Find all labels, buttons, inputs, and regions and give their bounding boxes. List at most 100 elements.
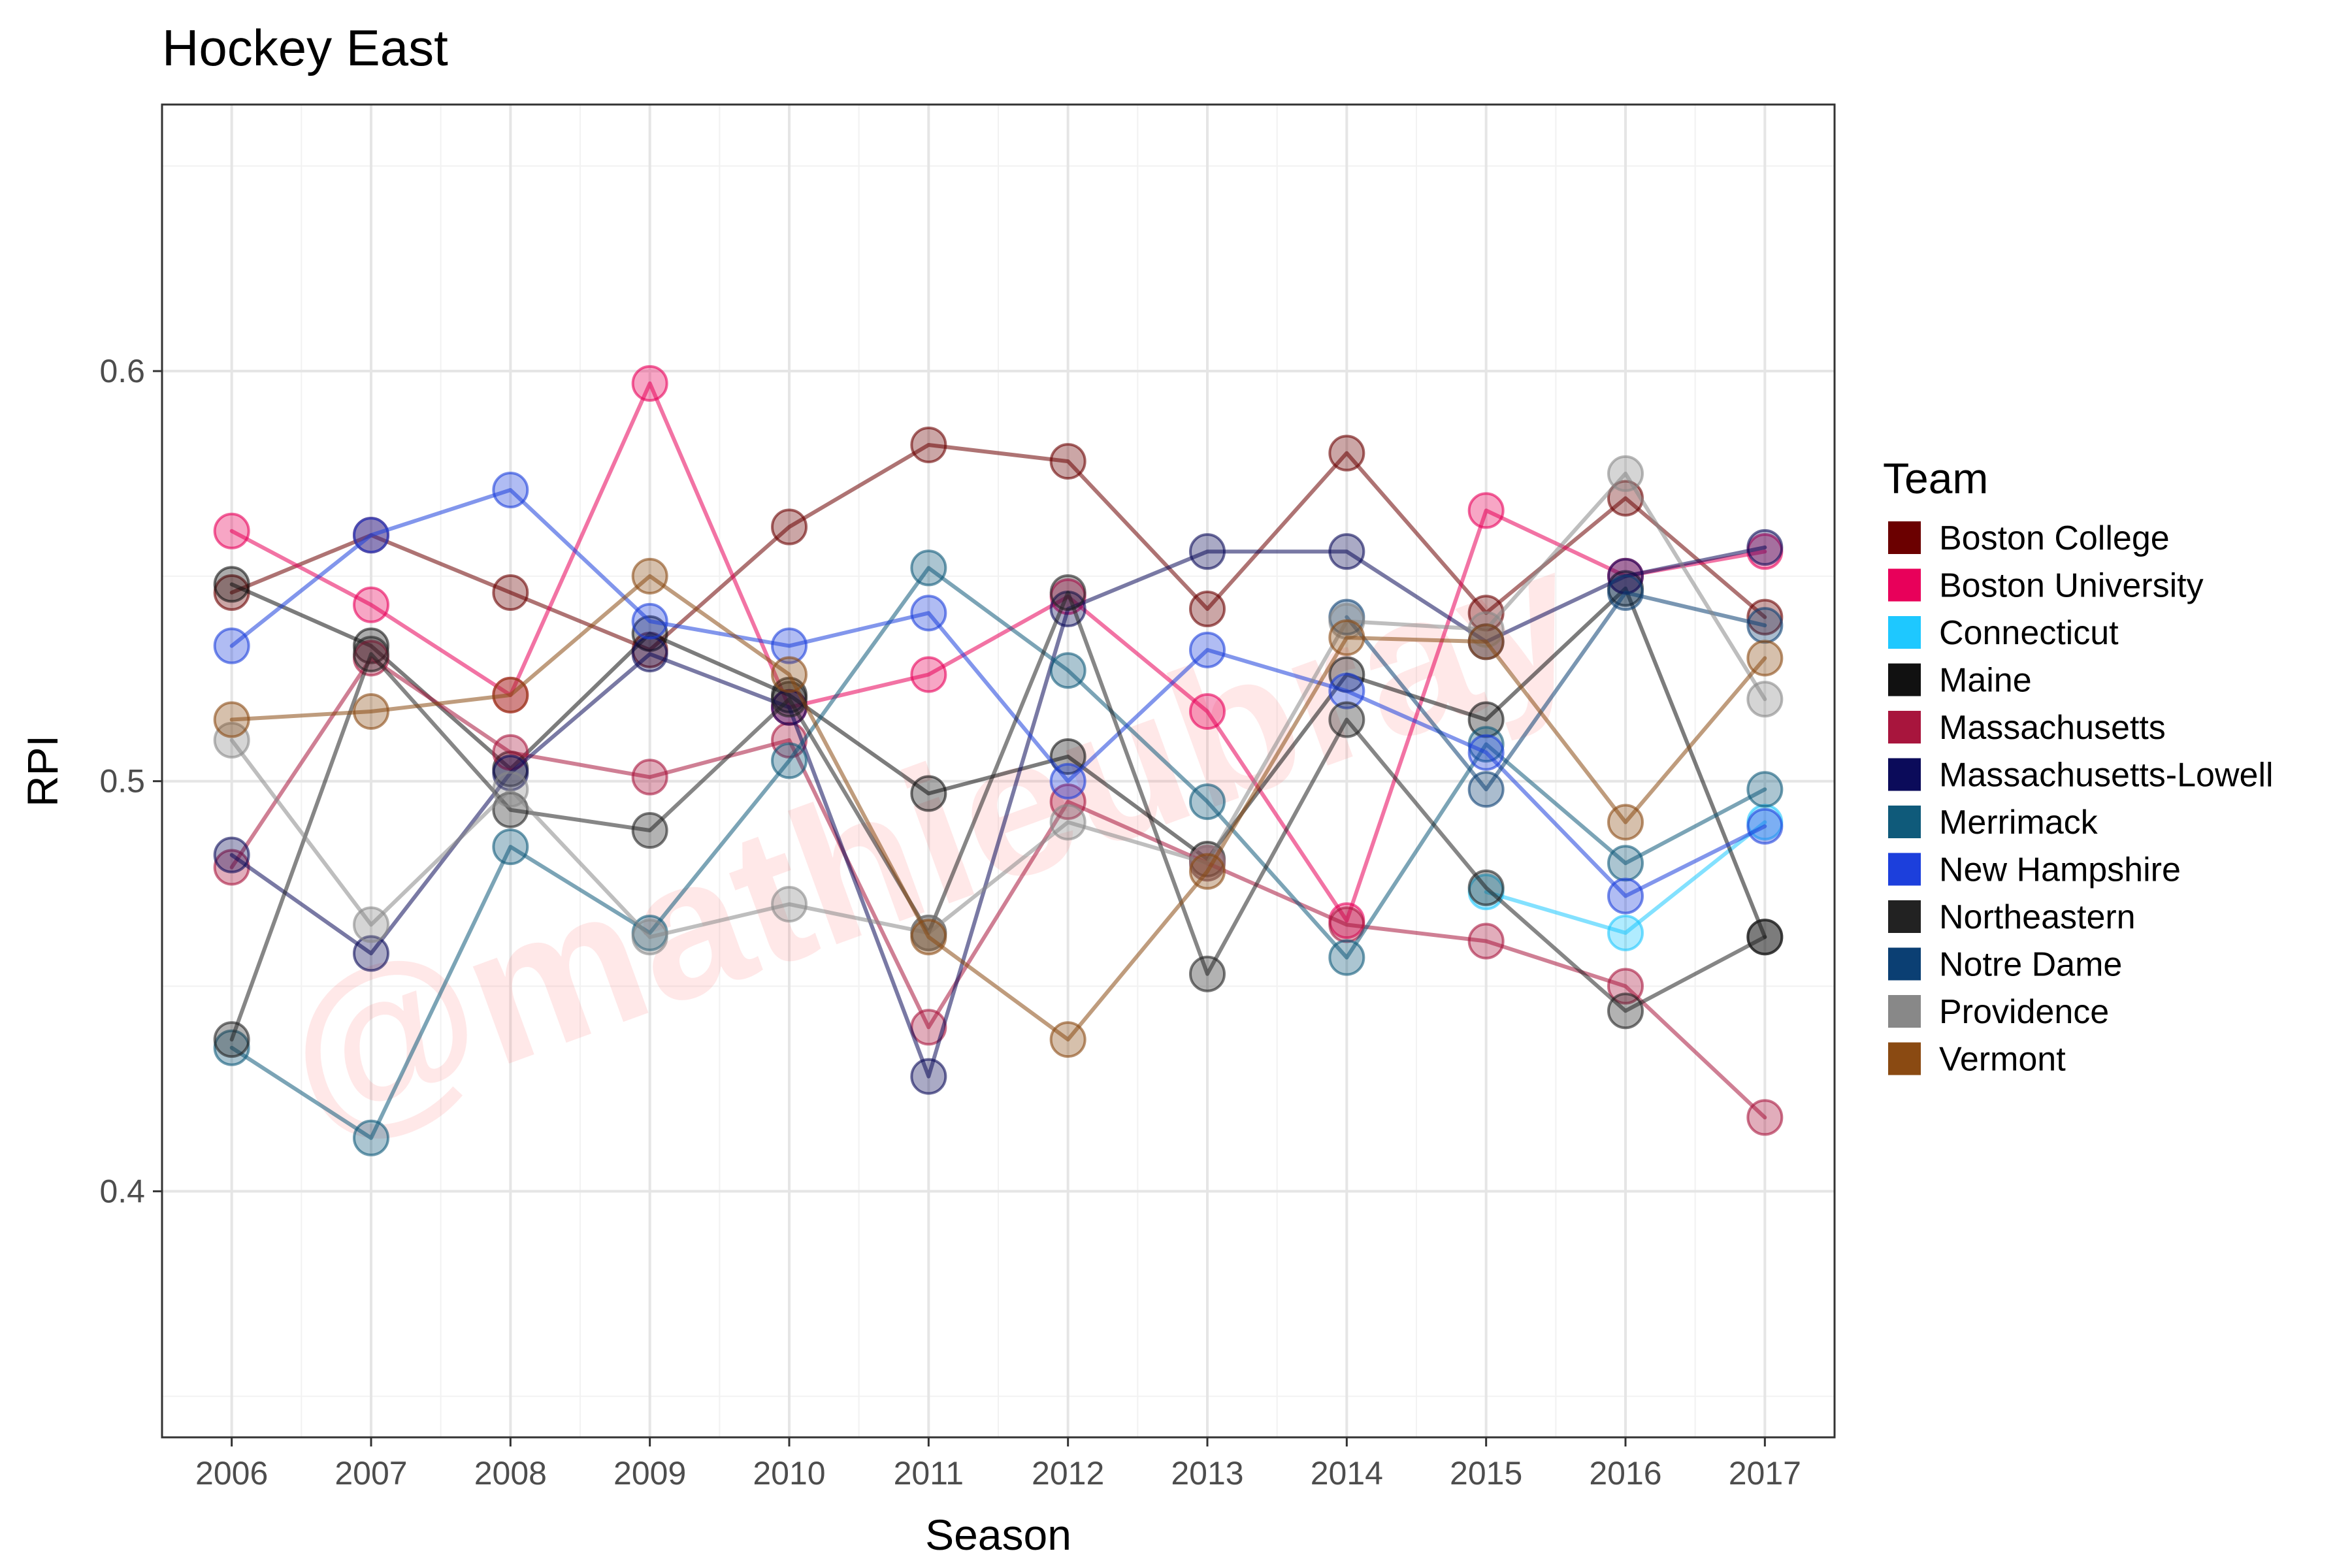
data-point-new-hampshire — [1049, 762, 1086, 800]
legend-item: Vermont — [1888, 1041, 2066, 1079]
data-point-vermont — [910, 919, 947, 956]
chart-title: Hockey East — [162, 19, 448, 76]
legend-item: Northeastern — [1888, 898, 2136, 936]
legend-label: Providence — [1939, 993, 2109, 1031]
data-point-new-hampshire — [213, 627, 250, 664]
legend-swatch — [1888, 947, 1921, 981]
data-point-massachusetts — [492, 734, 529, 771]
data-point-northeastern — [1607, 992, 1644, 1030]
x-tick-label: 2006 — [195, 1455, 268, 1492]
data-point-boston-university — [353, 586, 389, 623]
x-tick-label: 2007 — [335, 1455, 407, 1492]
legend-swatch — [1888, 616, 1921, 649]
data-point-massachusetts — [1049, 783, 1086, 821]
legend-label: Boston University — [1939, 567, 2204, 605]
data-point-new-hampshire — [1607, 877, 1644, 915]
series-merrimack — [213, 549, 1784, 1156]
data-point-new-hampshire — [631, 602, 668, 640]
series-vermont — [213, 557, 1784, 1058]
data-point-notre-dame — [1467, 771, 1505, 808]
legend-label: Notre Dame — [1939, 946, 2122, 984]
x-tick-label: 2017 — [1729, 1455, 1801, 1492]
data-point-merrimack — [771, 742, 808, 779]
y-axis: 0.4 0.5 0.6 — [99, 353, 162, 1209]
series-line-connecticut — [1484, 820, 1767, 935]
x-tick-label: 2016 — [1589, 1455, 1661, 1492]
data-point-northeastern — [213, 1021, 250, 1058]
legend-item: Merrimack — [1888, 804, 2099, 841]
data-point-vermont — [353, 693, 389, 730]
series-line-massachusetts — [229, 656, 1767, 1120]
legend-label: New Hampshire — [1939, 851, 2181, 889]
x-axis: 2006 2007 2008 2009 2010 2011 2012 2013 2014 2015… — [195, 1437, 1801, 1492]
data-point-merrimack — [213, 1029, 250, 1066]
legend-swatch — [1888, 1042, 1921, 1075]
data-point-providence — [1049, 804, 1086, 841]
legend-swatch — [1888, 758, 1921, 791]
data-point-merrimack — [910, 549, 947, 587]
data-point-new-hampshire — [492, 472, 529, 509]
x-tick-label: 2009 — [613, 1455, 686, 1492]
legend-swatch — [1888, 853, 1921, 886]
data-point-new-hampshire — [910, 595, 947, 632]
plot-border — [161, 103, 1836, 1439]
data-point-vermont — [1607, 804, 1644, 841]
data-point-boston-college — [1746, 598, 1784, 636]
legend-item: Massachusetts-Lowell — [1888, 757, 2274, 794]
data-point-maine — [353, 627, 389, 664]
x-axis-title: Season — [925, 1511, 1071, 1559]
data-point-boston-university — [1189, 693, 1226, 730]
legend-item: Massachusetts — [1888, 709, 2166, 747]
series-line-notre-dame — [1345, 591, 1767, 792]
legend-swatch — [1888, 995, 1921, 1028]
data-point-merrimack — [1189, 783, 1226, 821]
data-point-vermont — [1049, 1021, 1086, 1058]
data-point-new-hampshire — [1189, 631, 1226, 668]
legend-label: Merrimack — [1939, 804, 2099, 841]
legend-item: Maine — [1888, 662, 2032, 700]
legend-swatch — [1888, 521, 1921, 554]
data-point-northeastern — [631, 812, 668, 849]
data-point-connecticut — [1607, 914, 1644, 951]
legend-swatch — [1888, 806, 1921, 838]
data-point-northeastern — [1049, 574, 1086, 611]
data-point-boston-university — [1467, 492, 1505, 529]
series-boston-college — [213, 426, 1784, 668]
series-providence — [213, 455, 1784, 956]
series-line-maine — [229, 582, 1767, 939]
data-point-massachusetts — [1746, 1099, 1784, 1136]
legend-label: Northeastern — [1939, 898, 2136, 936]
data-point-massachusetts-lowell — [1746, 529, 1784, 566]
data-point-providence — [631, 919, 668, 956]
data-point-boston-college — [910, 426, 947, 463]
data-point-vermont — [1328, 619, 1365, 656]
series-layer — [213, 365, 1784, 1156]
legend-label: Massachusetts-Lowell — [1939, 757, 2274, 794]
data-point-maine — [631, 615, 668, 652]
y-tick-label: 0.6 — [99, 353, 145, 389]
series-line-boston-university — [229, 381, 1767, 923]
legend-item: Boston University — [1888, 567, 2204, 605]
data-point-northeastern — [1328, 701, 1365, 738]
series-notre-dame — [1328, 574, 1784, 808]
data-point-new-hampshire — [771, 627, 808, 664]
data-point-providence — [213, 721, 250, 759]
data-point-massachusetts — [1467, 923, 1505, 960]
series-line-boston-college — [229, 443, 1767, 652]
data-point-vermont — [1189, 853, 1226, 890]
legend-item: Boston College — [1888, 519, 2170, 557]
legend-item: Providence — [1888, 993, 2109, 1031]
x-tick-label: 2015 — [1450, 1455, 1522, 1492]
series-line-northeastern — [229, 591, 1767, 1042]
data-point-providence — [771, 886, 808, 923]
legend-label: Massachusetts — [1939, 709, 2166, 747]
series-line-new-hampshire — [229, 488, 1767, 898]
x-tick-label: 2011 — [894, 1455, 964, 1492]
data-point-new-hampshire — [353, 517, 389, 554]
data-point-massachusetts-lowell — [353, 935, 389, 972]
data-point-notre-dame — [1746, 607, 1784, 644]
data-point-new-hampshire — [1467, 734, 1505, 771]
data-point-massachusetts — [631, 759, 668, 796]
series-new-hampshire — [213, 472, 1784, 915]
